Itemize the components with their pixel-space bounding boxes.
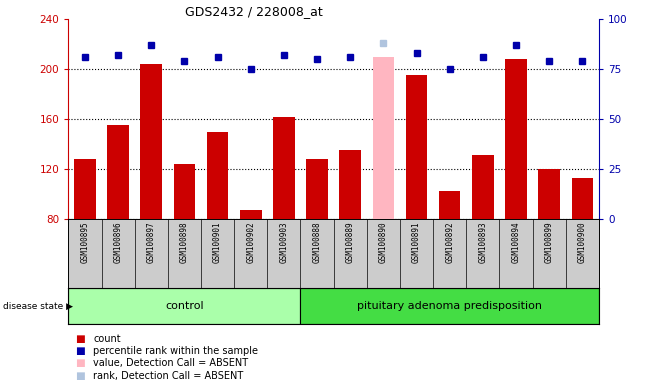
Bar bbox=[301, 288, 599, 324]
Text: ■: ■ bbox=[75, 334, 85, 344]
Bar bbox=[306, 159, 328, 219]
Text: GSM100898: GSM100898 bbox=[180, 221, 189, 263]
Bar bbox=[406, 75, 427, 219]
Bar bbox=[174, 164, 195, 219]
Text: disease state ▶: disease state ▶ bbox=[3, 302, 74, 311]
Text: ■: ■ bbox=[75, 371, 85, 381]
Text: GSM100890: GSM100890 bbox=[379, 221, 388, 263]
Bar bbox=[141, 64, 162, 219]
Bar bbox=[439, 192, 460, 219]
Text: GSM100893: GSM100893 bbox=[478, 221, 488, 263]
Bar bbox=[107, 125, 129, 219]
Text: control: control bbox=[165, 301, 204, 311]
Bar bbox=[572, 178, 593, 219]
Bar bbox=[339, 150, 361, 219]
Bar bbox=[505, 59, 527, 219]
Text: GSM100894: GSM100894 bbox=[512, 221, 521, 263]
Bar bbox=[240, 210, 262, 219]
Text: percentile rank within the sample: percentile rank within the sample bbox=[93, 346, 258, 356]
Text: rank, Detection Call = ABSENT: rank, Detection Call = ABSENT bbox=[93, 371, 243, 381]
Text: GSM100891: GSM100891 bbox=[412, 221, 421, 263]
Bar bbox=[207, 132, 229, 219]
Text: GSM100896: GSM100896 bbox=[113, 221, 122, 263]
Text: GSM100902: GSM100902 bbox=[246, 221, 255, 263]
Bar bbox=[372, 57, 394, 219]
Text: GSM100888: GSM100888 bbox=[312, 221, 322, 263]
Bar bbox=[538, 169, 560, 219]
Bar bbox=[472, 155, 493, 219]
Text: GSM100897: GSM100897 bbox=[146, 221, 156, 263]
Text: GSM100900: GSM100900 bbox=[578, 221, 587, 263]
Text: GSM100889: GSM100889 bbox=[346, 221, 355, 263]
Bar bbox=[68, 288, 301, 324]
Text: GSM100895: GSM100895 bbox=[81, 221, 89, 263]
Text: value, Detection Call = ABSENT: value, Detection Call = ABSENT bbox=[93, 358, 248, 368]
Text: pituitary adenoma predisposition: pituitary adenoma predisposition bbox=[357, 301, 542, 311]
Text: GSM100901: GSM100901 bbox=[213, 221, 222, 263]
Text: count: count bbox=[93, 334, 120, 344]
Text: GSM100899: GSM100899 bbox=[545, 221, 554, 263]
Title: GDS2432 / 228008_at: GDS2432 / 228008_at bbox=[185, 5, 323, 18]
Text: ■: ■ bbox=[75, 346, 85, 356]
Bar bbox=[74, 159, 96, 219]
Text: GSM100892: GSM100892 bbox=[445, 221, 454, 263]
Bar bbox=[273, 117, 295, 219]
Text: ■: ■ bbox=[75, 358, 85, 368]
Text: GSM100903: GSM100903 bbox=[279, 221, 288, 263]
